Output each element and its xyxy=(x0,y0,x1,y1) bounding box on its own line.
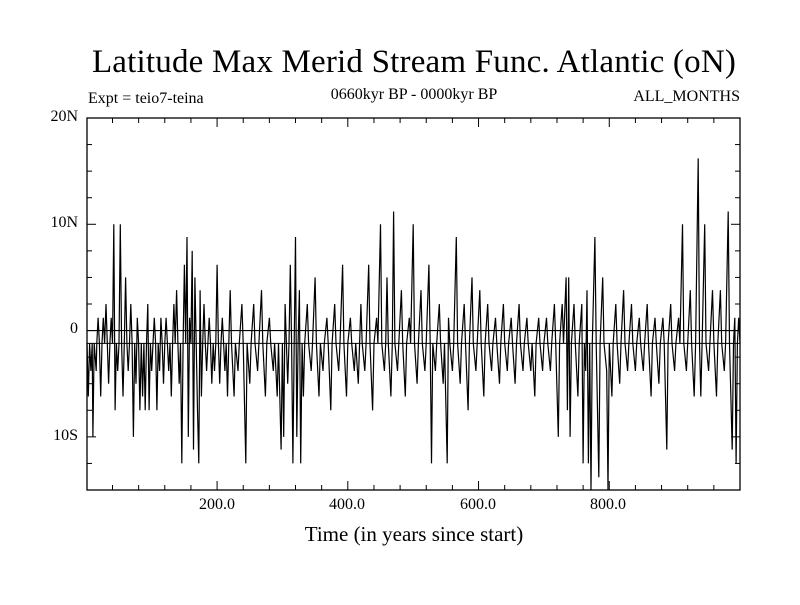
y-tick-label: 20N xyxy=(50,108,78,125)
series-line-0 xyxy=(86,158,741,491)
y-tick-label: 10N xyxy=(50,214,78,231)
period-label: 0660kyr BP - 0000kyr BP xyxy=(330,86,498,103)
y-tick-label: 10S xyxy=(53,427,78,444)
x-axis-label: Time (in years since start) xyxy=(304,522,524,546)
x-tick-label: 200.0 xyxy=(199,496,235,513)
experiment-label: Expt = teio7-teina xyxy=(88,90,204,107)
y-tick-label: 0 xyxy=(70,320,78,337)
x-tick-label: 400.0 xyxy=(329,496,365,513)
x-tick-label: 800.0 xyxy=(590,496,626,513)
season-label: ALL_MONTHS xyxy=(633,88,740,105)
x-tick-label: 600.0 xyxy=(460,496,496,513)
chart-title: Latitude Max Merid Stream Func. Atlantic… xyxy=(91,44,737,80)
